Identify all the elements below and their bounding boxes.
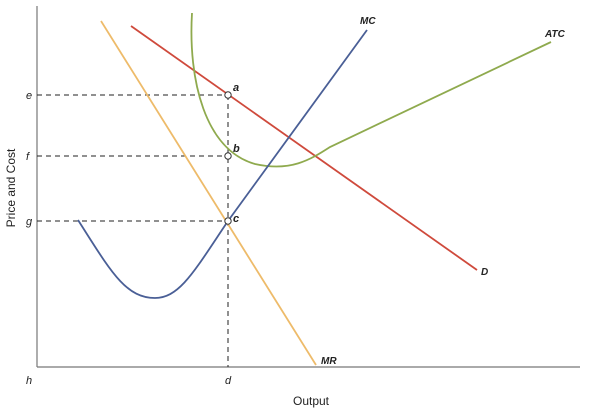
point-c-marker	[224, 217, 232, 225]
tick-d: d	[225, 375, 232, 387]
tick-h: h	[26, 375, 32, 387]
x-axis-title: Output	[293, 394, 330, 408]
demand-label: D	[481, 267, 488, 278]
tick-f: f	[26, 151, 30, 163]
atc-curve	[190, 12, 552, 168]
point-a-marker	[224, 91, 232, 99]
point-b-marker	[224, 152, 232, 160]
mr-curve	[100, 20, 317, 366]
point-a-label: a	[233, 82, 239, 94]
demand-curve	[130, 25, 478, 271]
tick-e: e	[26, 90, 32, 102]
y-axis-title: Price and Cost	[4, 148, 18, 227]
mr-label: MR	[321, 356, 337, 367]
mc-curve	[77, 29, 368, 299]
mc-label: MC	[360, 16, 376, 27]
tick-g: g	[26, 216, 33, 228]
atc-label: ATC	[544, 29, 566, 40]
point-c-label: c	[233, 213, 239, 225]
guide-lines	[37, 94, 229, 367]
point-b-label: b	[233, 143, 240, 155]
